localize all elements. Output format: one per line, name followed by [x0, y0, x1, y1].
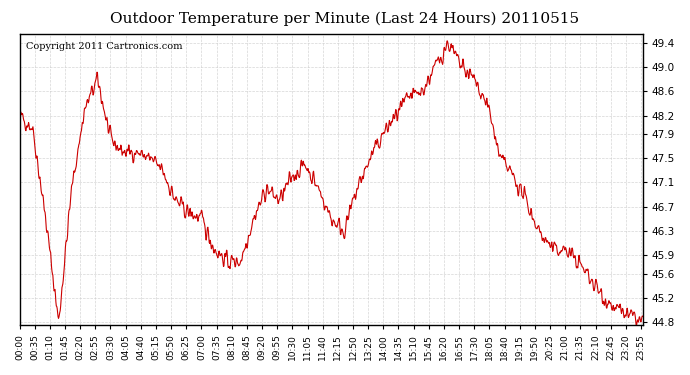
Text: Outdoor Temperature per Minute (Last 24 Hours) 20110515: Outdoor Temperature per Minute (Last 24 …	[110, 11, 580, 26]
Text: Copyright 2011 Cartronics.com: Copyright 2011 Cartronics.com	[26, 42, 182, 51]
